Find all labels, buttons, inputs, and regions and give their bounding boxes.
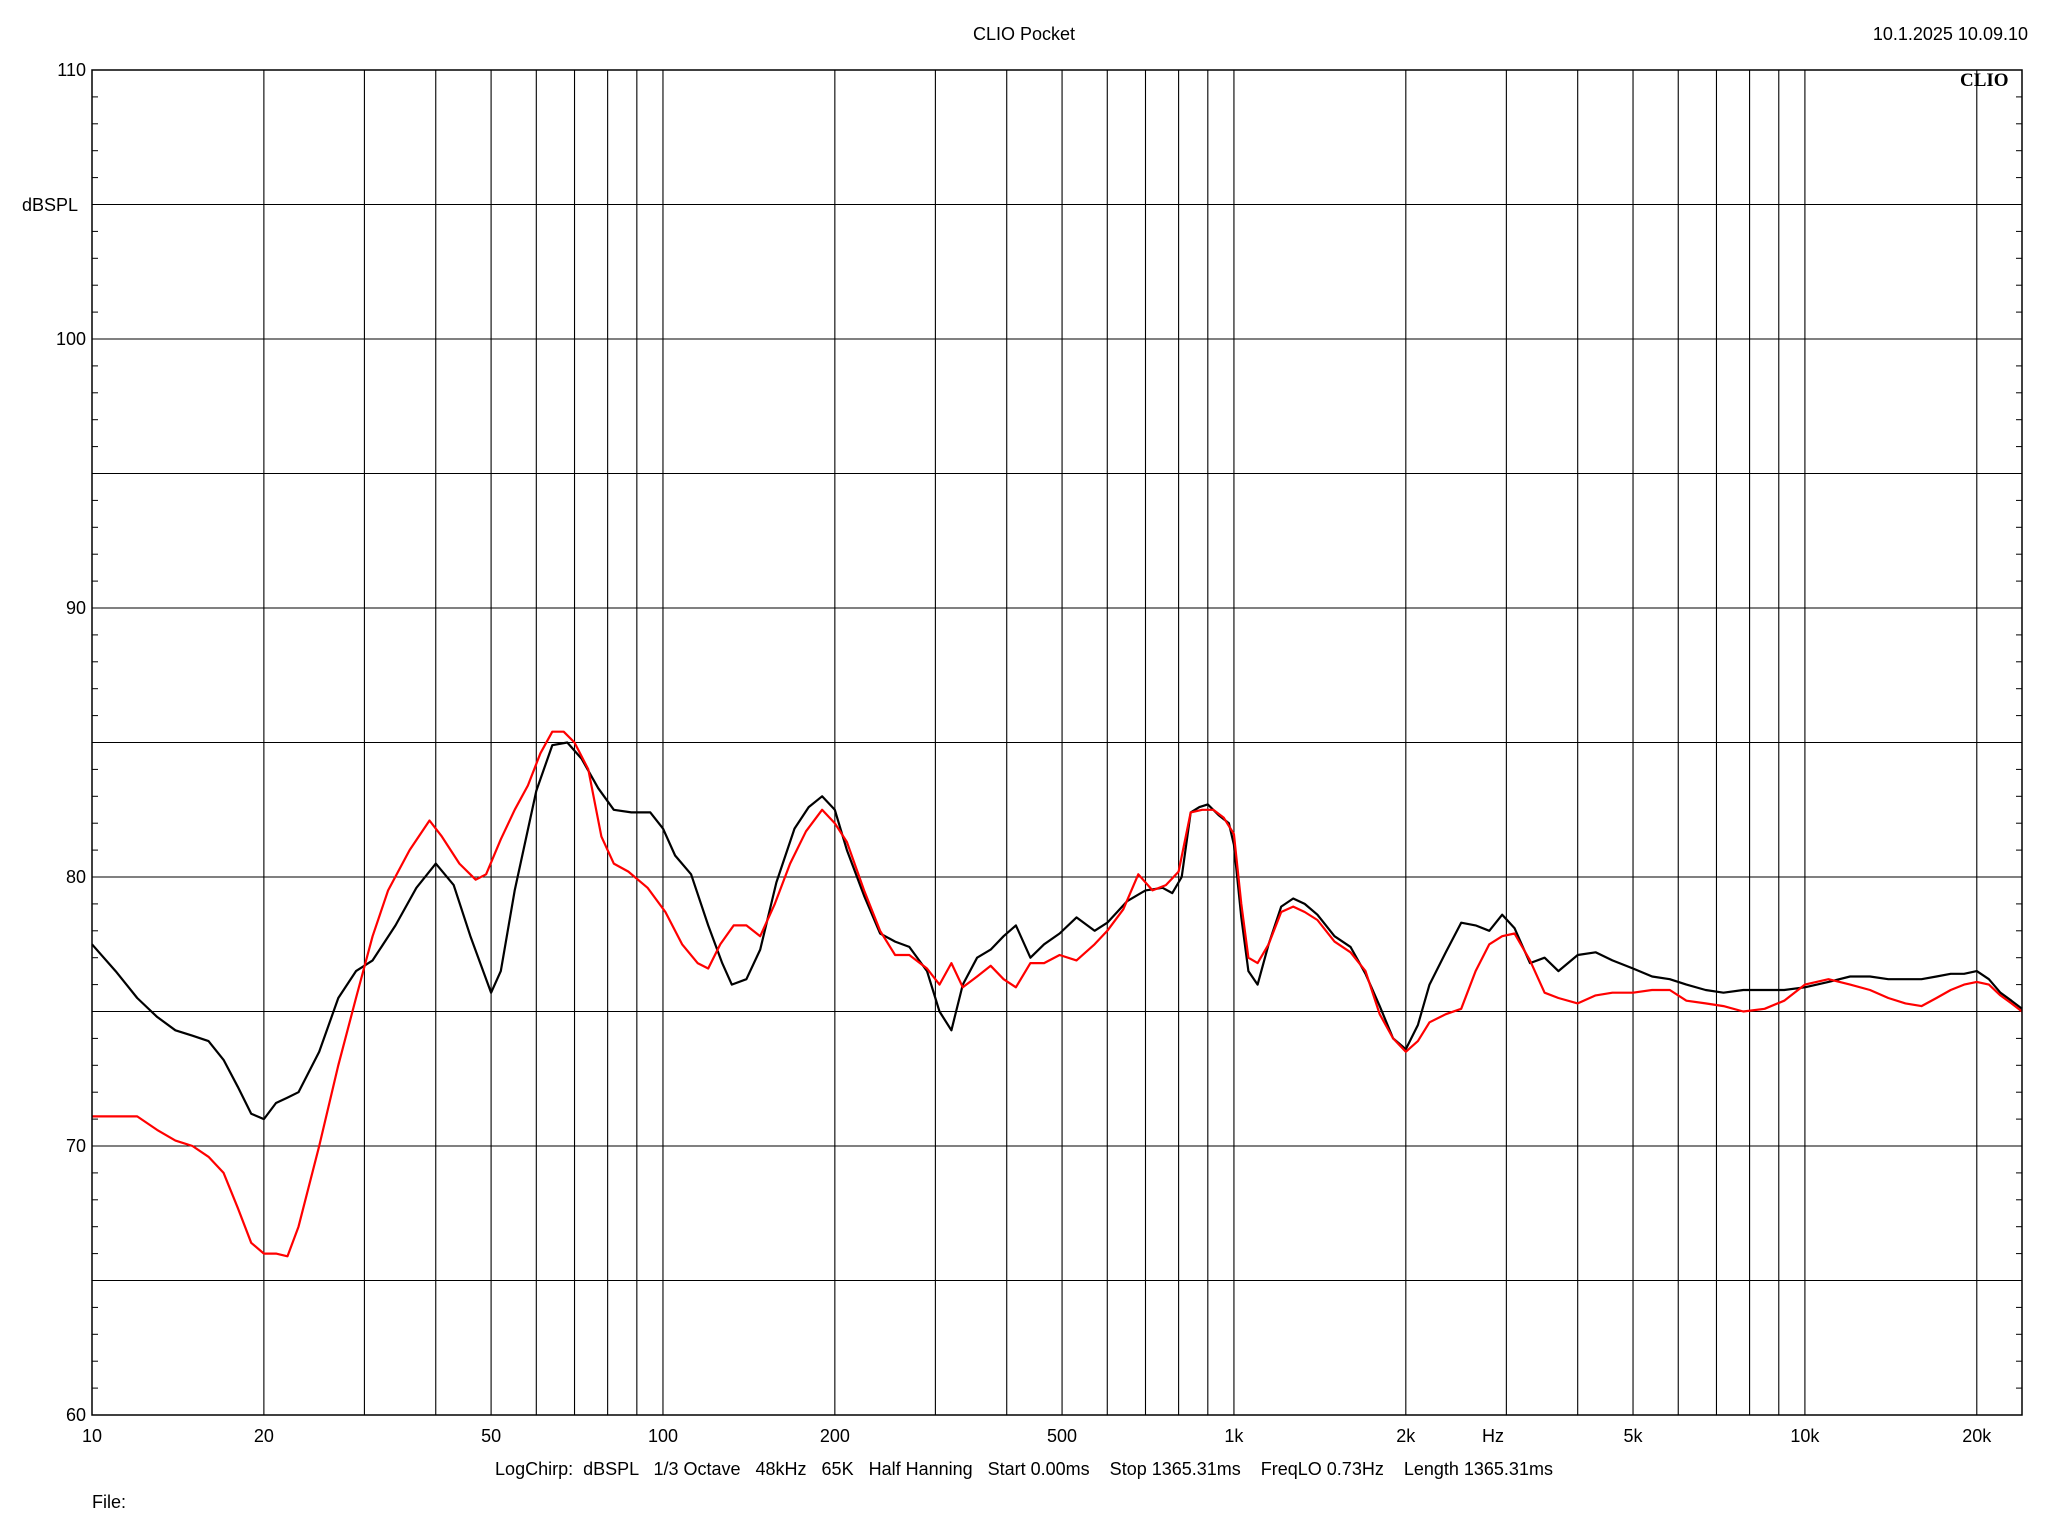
series-black-line bbox=[91, 741, 2023, 1121]
x-tick-label: 500 bbox=[1047, 1426, 1077, 1446]
measurement-datetime: 10.1.2025 10.09.10 bbox=[1872, 24, 2028, 44]
x-tick-label: 1k bbox=[1224, 1426, 1244, 1446]
x-tick-label: 10k bbox=[1790, 1426, 1820, 1446]
y-axis-label: dBSPL bbox=[22, 195, 78, 215]
grid-lines bbox=[92, 69, 2022, 1416]
x-tick-label: 2k bbox=[1396, 1426, 1416, 1446]
measurement-settings: LogChirp: dBSPL 1/3 Octave 48kHz 65K Hal… bbox=[495, 1459, 1553, 1479]
x-tick-label: 20k bbox=[1962, 1426, 1992, 1446]
tick-labels: 60 70 80 90 100 110 10 20 50 100 200 500 1k 2k 5k 10k 20… bbox=[56, 60, 1992, 1446]
series-red-line bbox=[92, 730, 2023, 1258]
y-tick-label: 80 bbox=[66, 867, 86, 887]
x-axis-unit-label: Hz bbox=[1482, 1426, 1504, 1446]
y-tick-label: 90 bbox=[66, 598, 86, 618]
x-tick-label: 5k bbox=[1624, 1426, 1644, 1446]
y-tick-label: 60 bbox=[66, 1405, 86, 1425]
y-tick-label: 70 bbox=[66, 1136, 86, 1156]
chart-title: CLIO Pocket bbox=[972, 24, 1076, 44]
y-tick-label: 100 bbox=[56, 329, 86, 349]
x-tick-label: 100 bbox=[648, 1426, 678, 1446]
series-layer bbox=[91, 730, 2023, 1258]
x-tick-label: 50 bbox=[481, 1426, 501, 1446]
file-label: File: bbox=[92, 1492, 127, 1512]
clio-brand-label: CLIO bbox=[1960, 70, 2009, 91]
x-tick-label: 20 bbox=[254, 1426, 274, 1446]
x-tick-label: 10 bbox=[82, 1426, 102, 1446]
x-tick-label: 200 bbox=[820, 1426, 850, 1446]
plot-frame bbox=[91, 69, 2023, 1416]
y-tick-label: 110 bbox=[57, 60, 86, 80]
